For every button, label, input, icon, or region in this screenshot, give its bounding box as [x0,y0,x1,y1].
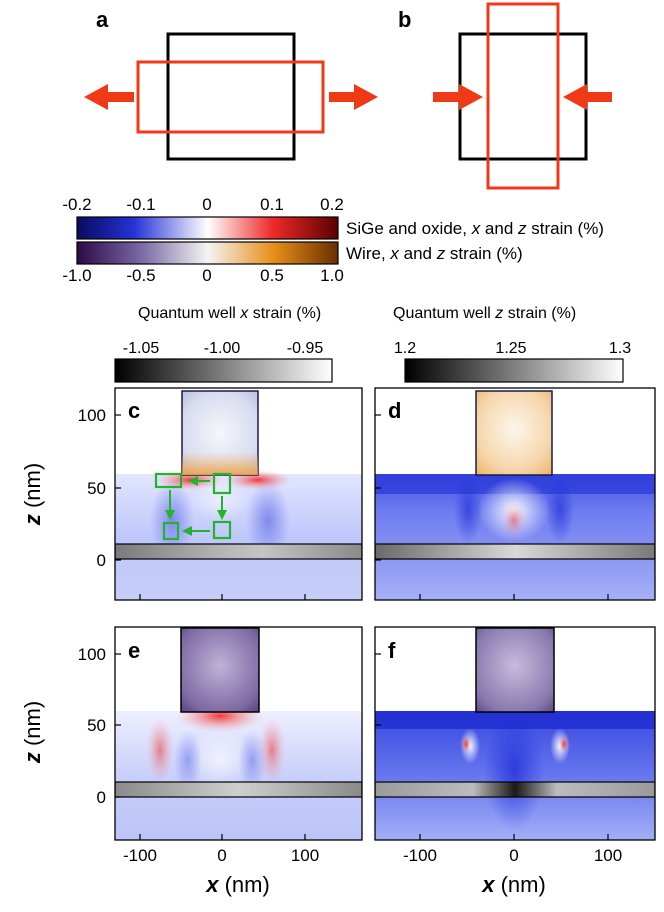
z-axis-label: z (nm) [20,701,45,764]
z-tick: 100 [78,406,106,425]
sige-colorbar-label: SiGe and oxide, x and z strain (%) [346,219,604,238]
wire-cross-section [475,627,555,713]
panel-label-c: c [128,398,140,423]
wire-tick: 1.0 [320,266,344,285]
wire-cross-section [180,627,260,713]
qw-z-colorbar-title: Quantum well z strain (%) [393,305,576,322]
sige-tick: 0 [202,195,211,214]
wire-colorbar: Wire, x and z strain (%) -1.0 -0.5 0 0.5… [62,241,523,285]
sige-tick: 0.1 [260,195,284,214]
qw-x-tick: -1.05 [123,340,160,357]
x-tick: 100 [291,846,319,865]
x-tick: 100 [594,846,622,865]
z-tick: 0 [97,551,106,570]
z-tick: 100 [78,645,106,664]
z-axis-label: z (nm) [20,463,45,526]
sige-colorbar: -0.2 -0.1 0 0.1 0.2 SiGe and oxide, x an… [62,195,604,240]
x-tick: -100 [123,846,157,865]
panel-a-schematic: a [84,7,378,161]
qw-z-tick: 1.2 [394,340,416,357]
axis-ticks [115,414,609,840]
z-tick: 50 [87,716,106,735]
sige-tick: -0.2 [62,195,91,214]
qw-x-tick: -1.00 [204,340,241,357]
qw-z-colorbar: Quantum well z strain (%) 1.2 1.25 1.3 [393,305,631,383]
panel-f-map: f [374,626,656,841]
qw-x-colorbar-title: Quantum well x strain (%) [138,305,321,322]
panel-a-stretched-rect [136,60,325,134]
z-tick: 50 [87,479,106,498]
panel-label-b: b [398,7,411,32]
x-tick: 0 [217,846,226,865]
panel-label-e: e [128,638,140,663]
sampling-markers [154,472,232,541]
qw-x-colorbar-bar [114,358,333,383]
panel-c-map: c [114,387,363,601]
qw-z-colorbar-bar [404,358,624,383]
left-inward-arrow [433,84,483,110]
wire-tick: -1.0 [62,266,91,285]
quantum-well [375,781,655,798]
z-tick-labels: 100 50 0 100 50 0 [78,406,106,807]
wire-colorbar-bar [76,241,339,265]
qw-x-colorbar: Quantum well x strain (%) -1.05 -1.00 -0… [114,305,333,383]
wire-cross-section [475,390,553,476]
qw-z-tick: 1.25 [495,340,526,357]
left-outward-arrow [84,84,134,110]
panel-e-map: e [114,626,363,841]
x-tick-labels: -100 0 100 -100 0 100 [123,846,622,865]
x-tick: -100 [403,846,437,865]
sige-tick: 0.2 [320,195,344,214]
x-axis-label: x (nm) [481,872,546,897]
sige-colorbar-bar [76,216,339,240]
x-axis-label: x (nm) [205,872,270,897]
z-tick: 0 [97,788,106,807]
quantum-well [115,543,362,560]
panel-b-schematic: b [398,2,612,190]
x-tick: 0 [509,846,518,865]
panel-a-square [166,32,296,161]
right-outward-arrow [329,84,378,110]
sige-tick: -0.1 [126,195,155,214]
panel-label-f: f [388,638,396,663]
panel-b-compressed-rect [486,2,560,190]
wire-tick: 0 [202,266,211,285]
panel-label-d: d [388,398,401,423]
quantum-well [115,781,362,798]
panel-d-map: d [374,387,656,601]
qw-x-tick: -0.95 [287,340,324,357]
quantum-well [375,543,655,560]
wire-colorbar-label: Wire, x and z strain (%) [346,244,523,263]
wire-tick: -0.5 [126,266,155,285]
panel-label-a: a [96,7,109,32]
right-inward-arrow [563,84,612,110]
qw-z-tick: 1.3 [609,340,631,357]
wire-tick: 0.5 [260,266,284,285]
